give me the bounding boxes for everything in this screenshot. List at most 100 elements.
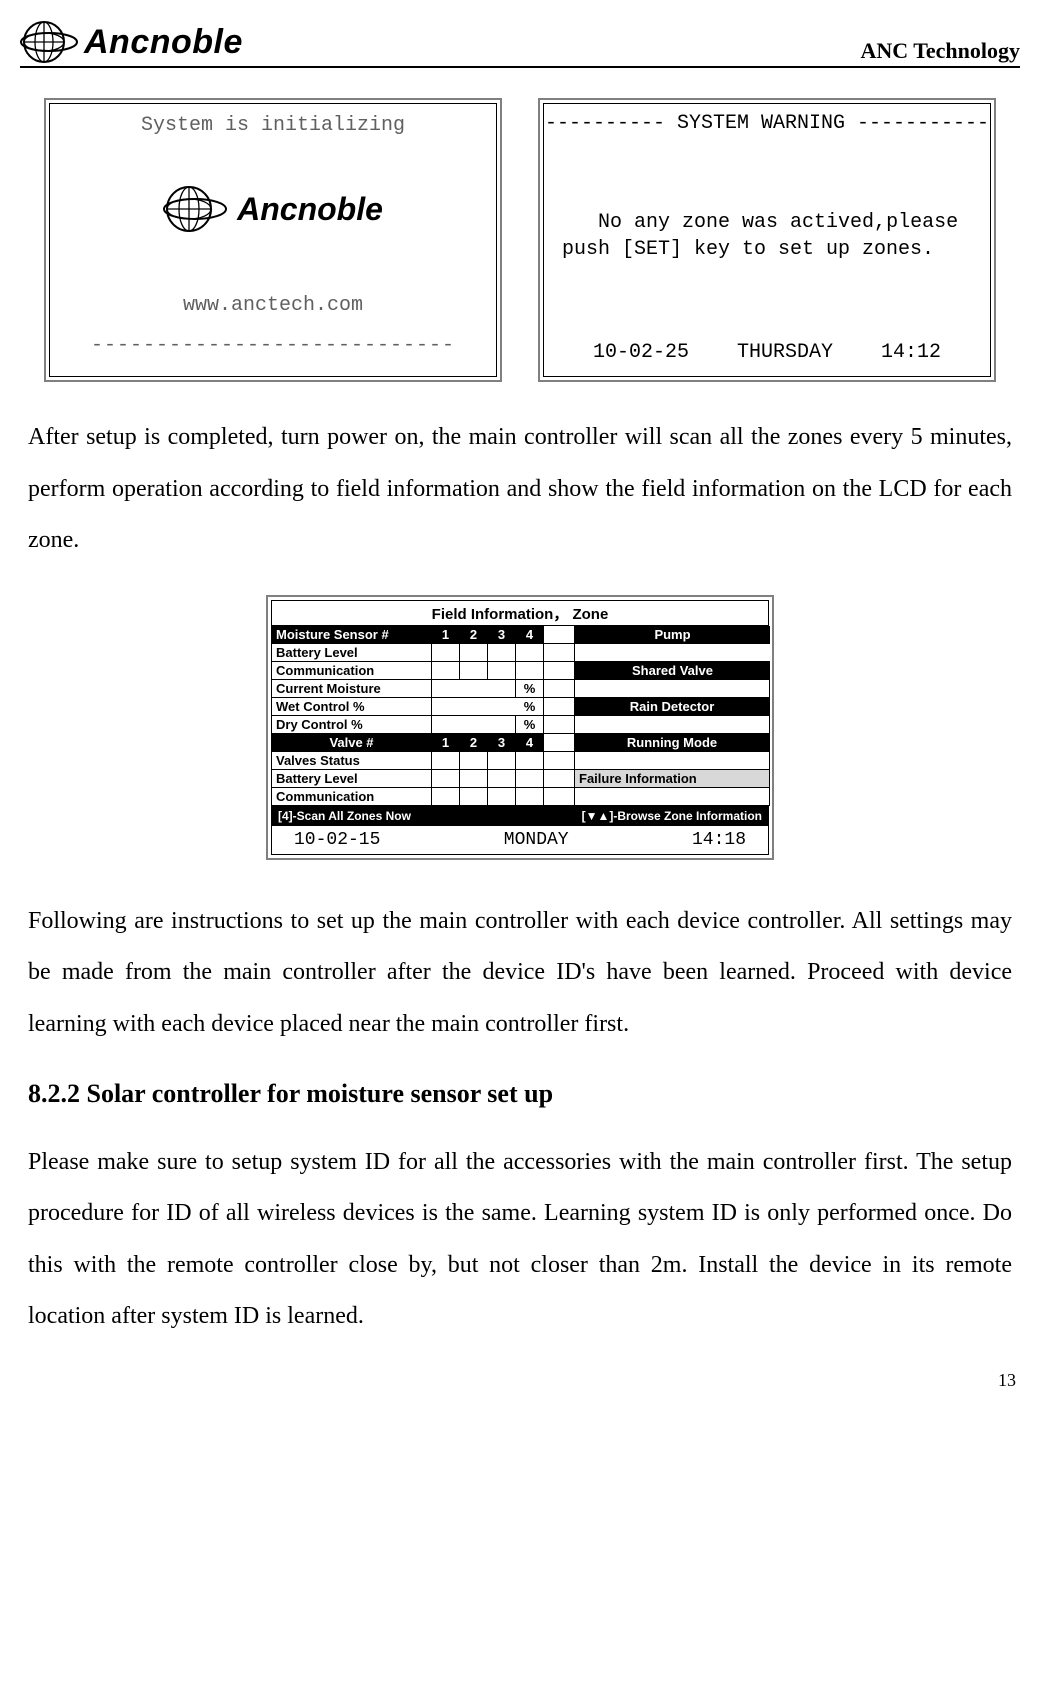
field-datetime: 10-02-15 MONDAY 14:18 bbox=[272, 826, 768, 854]
field-grid: Moisture Sensor # 1 2 3 4 Pump Battery L… bbox=[272, 625, 768, 806]
footer-left: [4]-Scan All Zones Now bbox=[278, 809, 411, 823]
cell bbox=[432, 752, 460, 770]
lcd-init-title: System is initializing bbox=[50, 114, 496, 137]
cell-wet: Wet Control % bbox=[272, 698, 432, 716]
gap bbox=[544, 698, 574, 716]
cell bbox=[516, 662, 544, 680]
lcd-init-frame: System is initializing Ancnoble www.anct… bbox=[44, 98, 502, 382]
cell-dry: Dry Control % bbox=[272, 716, 432, 734]
cell bbox=[516, 788, 544, 806]
field-title: Field Information， Zone bbox=[272, 601, 768, 625]
cell-vnum-3: 3 bbox=[488, 734, 516, 752]
cell bbox=[432, 770, 460, 788]
cell-num-3: 3 bbox=[488, 626, 516, 644]
gap bbox=[544, 752, 574, 770]
cell bbox=[432, 698, 516, 716]
cell-vnum-1: 1 bbox=[432, 734, 460, 752]
cell bbox=[574, 644, 770, 662]
logo: Ancnoble bbox=[20, 20, 243, 64]
cell-num-1: 1 bbox=[432, 626, 460, 644]
lcd-brand-text: Ancnoble bbox=[237, 191, 383, 228]
cell-vstat: Valves Status bbox=[272, 752, 432, 770]
cell bbox=[574, 680, 770, 698]
field-footer: [4]-Scan All Zones Now [▼▲]-Browse Zone … bbox=[272, 806, 768, 826]
brand-text: Ancnoble bbox=[84, 23, 243, 62]
field-info-screen: Field Information， Zone Moisture Sensor … bbox=[271, 600, 769, 855]
gap bbox=[544, 644, 574, 662]
gap bbox=[544, 680, 574, 698]
cell bbox=[432, 788, 460, 806]
cell bbox=[488, 662, 516, 680]
cell-pump: Pump bbox=[574, 626, 770, 644]
gap bbox=[544, 734, 574, 752]
page-header: Ancnoble ANC Technology bbox=[20, 20, 1020, 68]
cell-current: Current Moisture bbox=[272, 680, 432, 698]
cell-pct: % bbox=[516, 680, 544, 698]
cell bbox=[574, 788, 770, 806]
section-heading: 8.2.2 Solar controller for moisture sens… bbox=[28, 1079, 1012, 1109]
paragraph-1: After setup is completed, turn power on,… bbox=[28, 412, 1012, 567]
field-info-wrap: Field Information， Zone Moisture Sensor … bbox=[20, 595, 1020, 860]
cell bbox=[460, 662, 488, 680]
cell-pct: % bbox=[516, 698, 544, 716]
paragraph-3: Please make sure to setup system ID for … bbox=[28, 1137, 1012, 1343]
gap bbox=[544, 716, 574, 734]
cell bbox=[516, 770, 544, 788]
field-date: 10-02-15 bbox=[294, 830, 380, 850]
globe-icon bbox=[20, 20, 78, 64]
lcd-row: System is initializing Ancnoble www.anct… bbox=[40, 98, 1000, 382]
lcd-warning-message: No any zone was actived,please push [SET… bbox=[562, 209, 980, 263]
cell-vnum-4: 4 bbox=[516, 734, 544, 752]
cell bbox=[488, 770, 516, 788]
cell bbox=[488, 752, 516, 770]
cell-battery2: Battery Level bbox=[272, 770, 432, 788]
cell bbox=[432, 716, 516, 734]
field-time: 14:18 bbox=[692, 830, 746, 850]
document-page: Ancnoble ANC Technology System is initia… bbox=[0, 0, 1040, 1401]
cell-pct: % bbox=[516, 716, 544, 734]
paragraph-2: Following are instructions to set up the… bbox=[28, 896, 1012, 1051]
cell bbox=[574, 716, 770, 734]
cell bbox=[574, 752, 770, 770]
cell bbox=[432, 644, 460, 662]
cell bbox=[432, 680, 516, 698]
cell-shared: Shared Valve bbox=[574, 662, 770, 680]
cell-vnum-2: 2 bbox=[460, 734, 488, 752]
cell-comm: Communication bbox=[272, 662, 432, 680]
cell bbox=[460, 644, 488, 662]
field-info-frame: Field Information， Zone Moisture Sensor … bbox=[266, 595, 774, 860]
lcd-warning-footer: 10-02-25 THURSDAY 14:12 bbox=[544, 341, 990, 364]
footer-right: [▼▲]-Browse Zone Information bbox=[582, 809, 762, 823]
cell bbox=[460, 788, 488, 806]
cell bbox=[516, 752, 544, 770]
header-company: ANC Technology bbox=[860, 38, 1020, 64]
cell-comm2: Communication bbox=[272, 788, 432, 806]
cell-battery: Battery Level bbox=[272, 644, 432, 662]
cell-fail: Failure Information bbox=[574, 770, 770, 788]
gap bbox=[544, 770, 574, 788]
cell-valve-hdr: Valve # bbox=[272, 734, 432, 752]
cell bbox=[488, 788, 516, 806]
gap bbox=[544, 626, 574, 644]
cell bbox=[460, 770, 488, 788]
lcd-init-dashes: ---------------------------- bbox=[50, 334, 496, 357]
lcd-init-url: www.anctech.com bbox=[50, 294, 496, 317]
lcd-init-screen: System is initializing Ancnoble www.anct… bbox=[49, 103, 497, 377]
cell-rain: Rain Detector bbox=[574, 698, 770, 716]
lcd-warning-screen: ---------- SYSTEM WARNING ----------- No… bbox=[543, 103, 991, 377]
lcd-warning-title: ---------- SYSTEM WARNING ----------- bbox=[544, 112, 990, 135]
cell-num-4: 4 bbox=[516, 626, 544, 644]
cell bbox=[488, 644, 516, 662]
page-number: 13 bbox=[998, 1370, 1016, 1391]
globe-icon bbox=[163, 184, 227, 234]
cell-num-2: 2 bbox=[460, 626, 488, 644]
cell bbox=[460, 752, 488, 770]
gap bbox=[544, 788, 574, 806]
cell bbox=[432, 662, 460, 680]
cell-moisture-hdr: Moisture Sensor # bbox=[272, 626, 432, 644]
lcd-init-logo: Ancnoble bbox=[50, 184, 496, 234]
cell-running: Running Mode bbox=[574, 734, 770, 752]
field-day: MONDAY bbox=[504, 830, 569, 850]
gap bbox=[544, 662, 574, 680]
lcd-warning-frame: ---------- SYSTEM WARNING ----------- No… bbox=[538, 98, 996, 382]
